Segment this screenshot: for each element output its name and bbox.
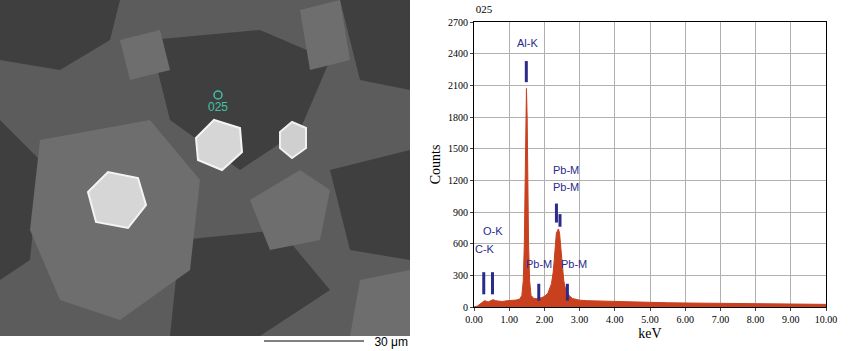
svg-text:C-K: C-K <box>475 243 495 255</box>
svg-text:6.00: 6.00 <box>676 314 694 325</box>
svg-text:2400: 2400 <box>448 48 468 59</box>
svg-text:1200: 1200 <box>448 175 468 186</box>
svg-text:1.00: 1.00 <box>500 314 518 325</box>
svg-text:Pb-M: Pb-M <box>553 164 579 176</box>
svg-text:Pb-M: Pb-M <box>526 258 552 270</box>
svg-text:Al-K: Al-K <box>517 37 538 49</box>
svg-text:0: 0 <box>463 302 468 313</box>
svg-text:30 μm: 30 μm <box>374 335 408 349</box>
svg-text:Counts: Counts <box>428 145 443 185</box>
svg-text:5.00: 5.00 <box>641 314 659 325</box>
svg-text:2700: 2700 <box>448 17 468 28</box>
svg-text:900: 900 <box>453 207 468 218</box>
svg-text:Pb-M: Pb-M <box>561 258 587 270</box>
svg-text:600: 600 <box>453 238 468 249</box>
svg-text:2.00: 2.00 <box>536 314 554 325</box>
svg-text:4.00: 4.00 <box>606 314 624 325</box>
svg-text:3.00: 3.00 <box>571 314 589 325</box>
svg-text:8.00: 8.00 <box>747 314 765 325</box>
svg-text:keV: keV <box>638 326 661 341</box>
svg-text:7.00: 7.00 <box>712 314 730 325</box>
svg-text:9.00: 9.00 <box>782 314 800 325</box>
svg-text:300: 300 <box>453 270 468 281</box>
svg-text:1500: 1500 <box>448 143 468 154</box>
svg-text:10.00: 10.00 <box>815 314 838 325</box>
svg-text:025: 025 <box>208 100 228 114</box>
svg-text:Pb-M: Pb-M <box>553 181 579 193</box>
svg-text:025: 025 <box>476 3 493 15</box>
svg-text:1800: 1800 <box>448 112 468 123</box>
svg-text:0.00: 0.00 <box>465 314 483 325</box>
svg-text:2100: 2100 <box>448 80 468 91</box>
svg-text:O-K: O-K <box>483 225 503 237</box>
